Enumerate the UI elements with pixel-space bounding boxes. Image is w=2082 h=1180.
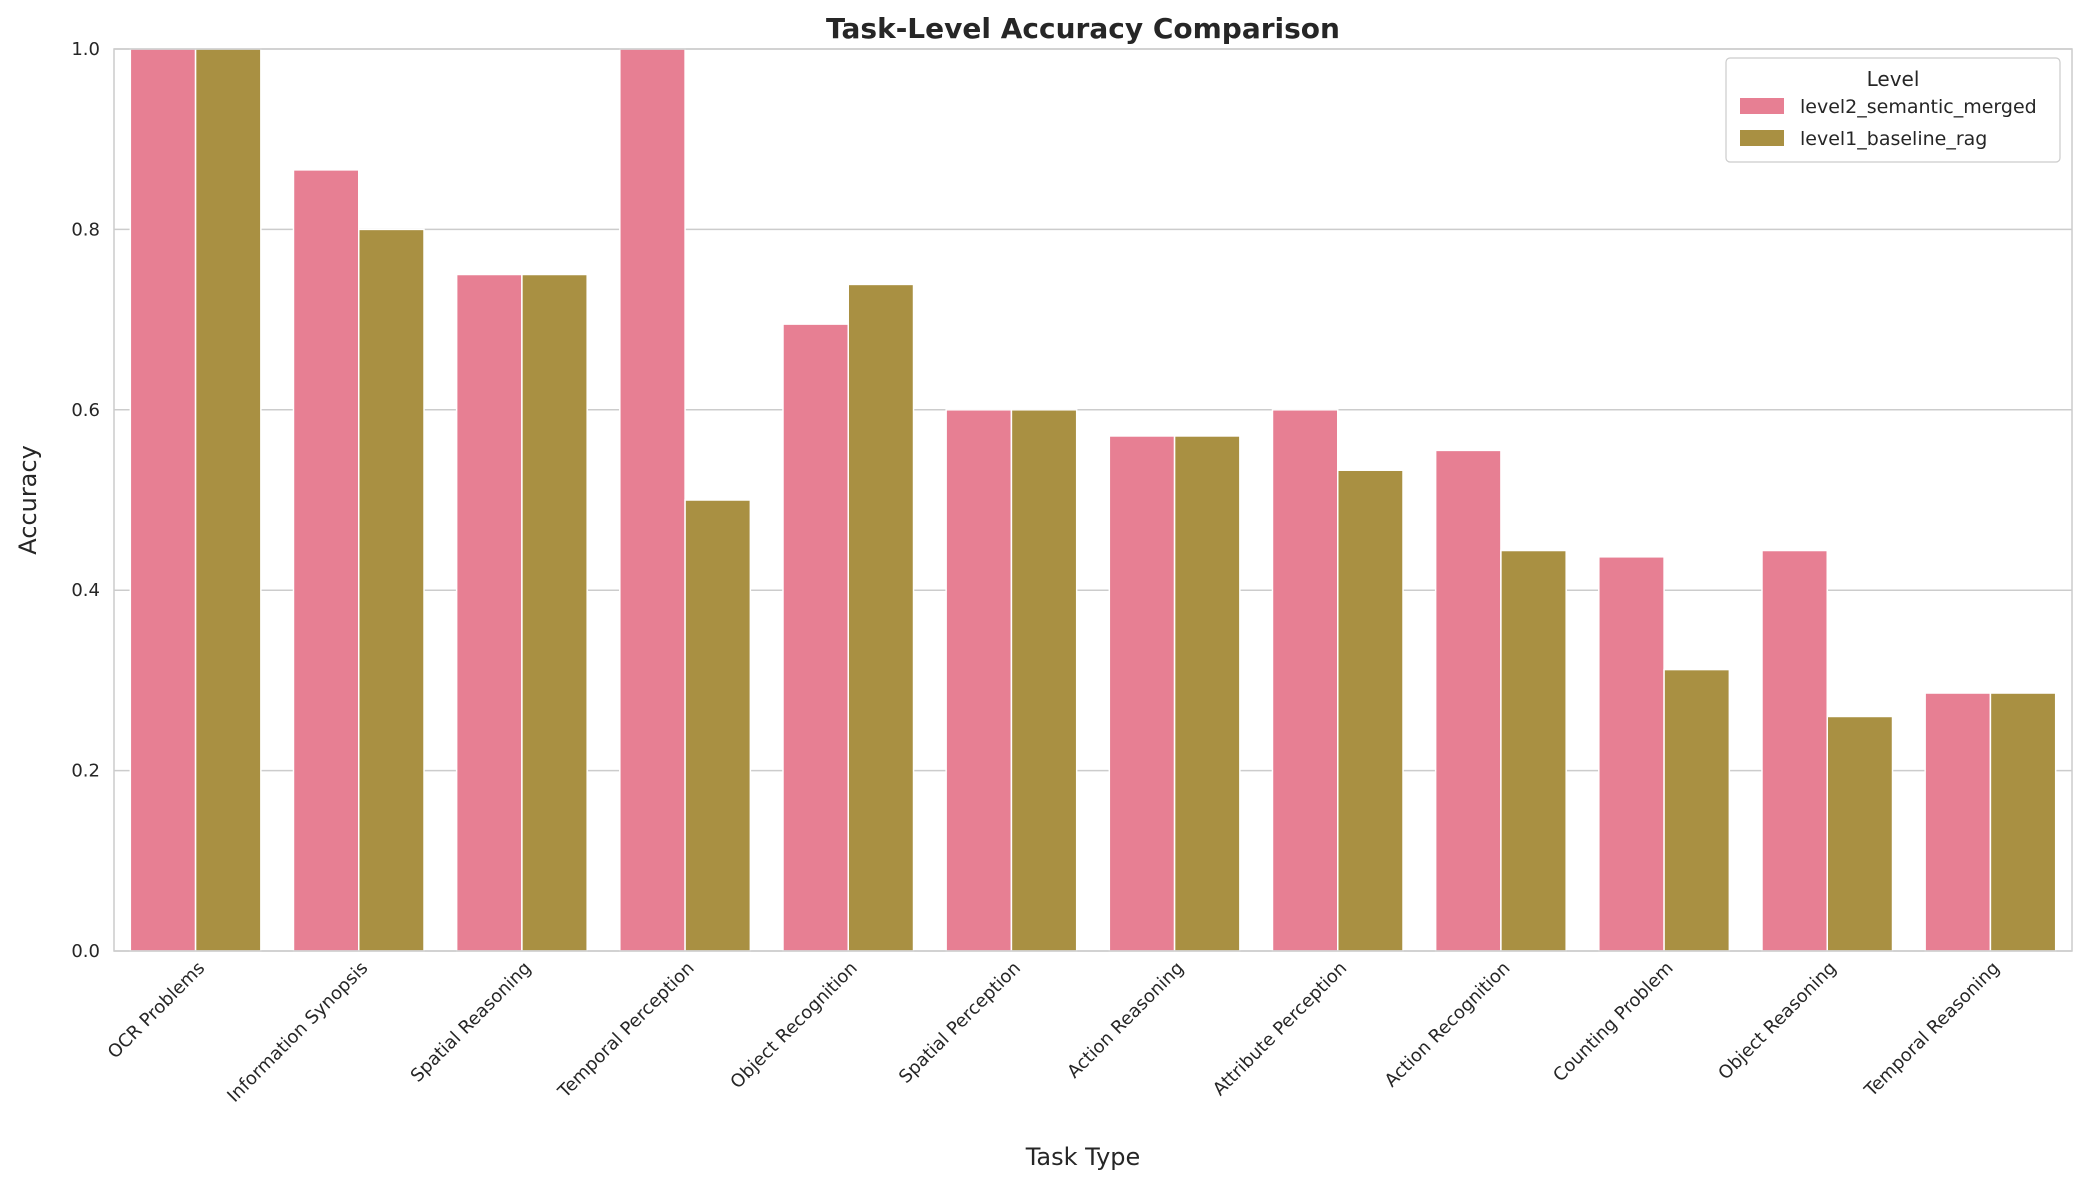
bar-level2 [1434,449,1502,952]
bar-level1 [358,228,425,952]
bar-level2 [619,48,686,952]
y-tick-label: 0.8 [71,219,100,240]
y-tick-label: 0.6 [71,400,100,421]
legend-label-level2: level2_semantic_merged [1800,96,2037,118]
x-tick-label: Spatial Perception [895,958,1025,1088]
y-tick-label: 0.0 [71,941,100,962]
y-tick-labels: 0.0 0.2 0.4 0.6 0.8 1.0 [71,39,100,962]
plot-frame [113,48,2073,952]
bar-level2 [1598,556,1665,952]
x-tick-label: Information Synopsis [223,958,372,1107]
bar-level1 [1826,715,1894,952]
bar-level1 [684,499,752,952]
bar-level2 [129,48,197,952]
x-tick-label: Attribute Perception [1209,958,1351,1100]
legend-box [1725,57,2061,163]
bar-level2 [1108,435,1176,952]
y-tick-label: 1.0 [71,39,100,60]
bar-level2 [455,273,523,952]
y-axis-label: Accuracy [14,445,42,555]
y-tick-label: 0.2 [71,761,100,782]
bar-level1 [194,48,262,952]
bar-level1 [1989,692,2057,952]
bar-level1 [1010,409,1078,952]
legend-label-level1: level1_baseline_rag [1800,128,1987,150]
x-tick-label: Object Recognition [726,958,861,1093]
x-tick-label: OCR Problems [104,958,209,1063]
bar-level1 [521,273,588,952]
bar-level2 [1924,692,1992,952]
x-tick-label: Action Reasoning [1063,958,1188,1083]
legend-title: Level [1867,67,1920,91]
x-tick-label: Action Recognition [1381,958,1515,1092]
bar-level2 [782,323,850,952]
x-tick-label: Object Reasoning [1714,958,1840,1084]
legend-swatch-level1 [1740,130,1784,146]
bar-level2 [945,409,1013,952]
legend: Level level2_semantic_merged level1_base… [1725,57,2061,163]
legend-swatch-level2 [1740,98,1784,114]
bar-level2 [292,169,360,952]
bar-level1 [1173,435,1241,952]
bar-level2 [1271,409,1339,952]
chart-title: Task-Level Accuracy Comparison [826,12,1340,45]
bar-level2 [1761,549,1828,952]
x-tick-label: Temporal Reasoning [1860,958,2004,1102]
y-tick-label: 0.4 [71,580,100,601]
bar-level1 [1663,668,1731,952]
x-tick-label: Temporal Perception [553,958,698,1103]
bar-level1 [847,283,915,952]
x-tick-label: Spatial Reasoning [407,958,536,1087]
bar-level1 [1500,549,1567,952]
x-tick-labels: OCR Problems Information Synopsis Spatial … [104,958,2004,1107]
x-axis-label: Task Type [1025,1143,1141,1171]
bar-level1 [1337,469,1404,952]
x-tick-label: Counting Problem [1549,958,1677,1086]
bars [129,48,2057,952]
